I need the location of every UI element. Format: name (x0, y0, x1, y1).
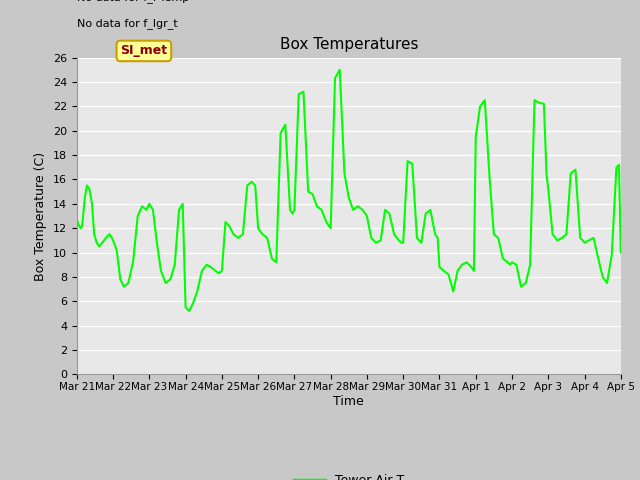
Text: No data for f_lgr_t: No data for f_lgr_t (77, 18, 177, 29)
Title: Box Temperatures: Box Temperatures (280, 37, 418, 52)
Text: SI_met: SI_met (120, 45, 168, 58)
Text: No data for f_PTemp: No data for f_PTemp (77, 0, 189, 3)
X-axis label: Time: Time (333, 395, 364, 408)
Y-axis label: Box Temperature (C): Box Temperature (C) (35, 151, 47, 281)
Legend: Tower Air T: Tower Air T (289, 469, 409, 480)
